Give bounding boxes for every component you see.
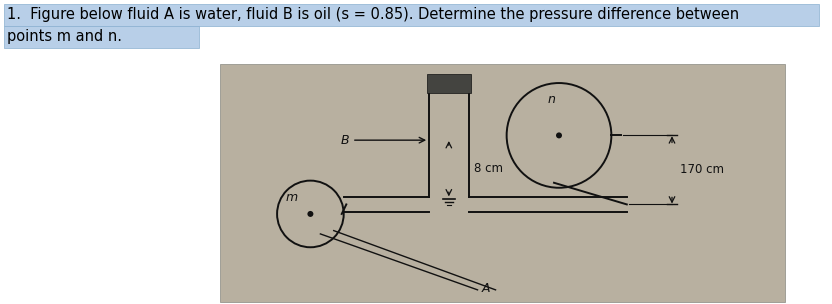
Text: 170 cm: 170 cm <box>680 164 724 176</box>
Circle shape <box>556 133 562 138</box>
Text: m: m <box>285 191 297 204</box>
Circle shape <box>507 83 612 188</box>
Circle shape <box>307 211 314 217</box>
FancyBboxPatch shape <box>4 4 819 26</box>
Bar <box>220 64 785 302</box>
Circle shape <box>277 181 344 247</box>
Text: points m and n.: points m and n. <box>7 29 122 44</box>
FancyBboxPatch shape <box>4 26 199 48</box>
Bar <box>427 74 471 92</box>
Text: n: n <box>547 93 555 106</box>
Text: A: A <box>481 282 490 295</box>
Text: B: B <box>340 134 349 147</box>
Text: 8 cm: 8 cm <box>473 162 503 175</box>
Text: 1.  Figure below fluid A is water, fluid B is oil (s = 0.85). Determine the pres: 1. Figure below fluid A is water, fluid … <box>7 8 739 22</box>
